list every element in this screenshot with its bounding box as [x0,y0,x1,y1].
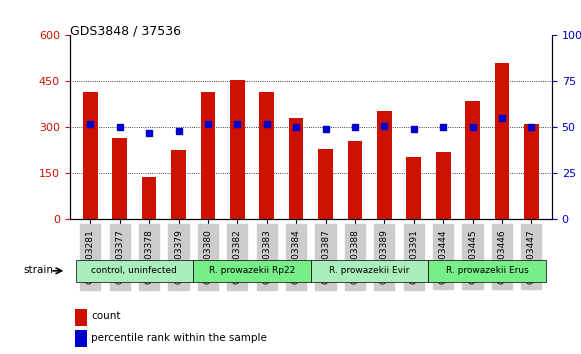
FancyBboxPatch shape [76,260,193,282]
Text: R. prowazekii Rp22: R. prowazekii Rp22 [209,266,295,275]
Text: R. prowazekii Evir: R. prowazekii Evir [329,266,410,275]
FancyBboxPatch shape [428,260,546,282]
Text: GDS3848 / 37536: GDS3848 / 37536 [70,25,181,38]
Bar [436,152,450,219]
Bar [259,92,274,219]
Bar [200,92,216,219]
Bar [465,101,480,219]
Bar [171,150,186,219]
Bar [524,124,539,219]
Bar [83,92,98,219]
Bar [74,309,87,326]
Bar [347,141,363,219]
Bar [112,138,127,219]
Text: strain: strain [23,264,53,275]
Text: control, uninfected: control, uninfected [91,266,177,275]
Bar [494,63,510,219]
Bar [318,149,333,219]
Bar [230,80,245,219]
Bar [406,156,421,219]
Bar [142,177,156,219]
Bar [377,110,392,219]
FancyBboxPatch shape [311,260,428,282]
Bar [289,118,303,219]
Text: R. prowazekii Erus: R. prowazekii Erus [446,266,529,275]
Bar [74,330,87,347]
Text: count: count [91,311,121,321]
Text: percentile rank within the sample: percentile rank within the sample [91,333,267,343]
FancyBboxPatch shape [193,260,311,282]
